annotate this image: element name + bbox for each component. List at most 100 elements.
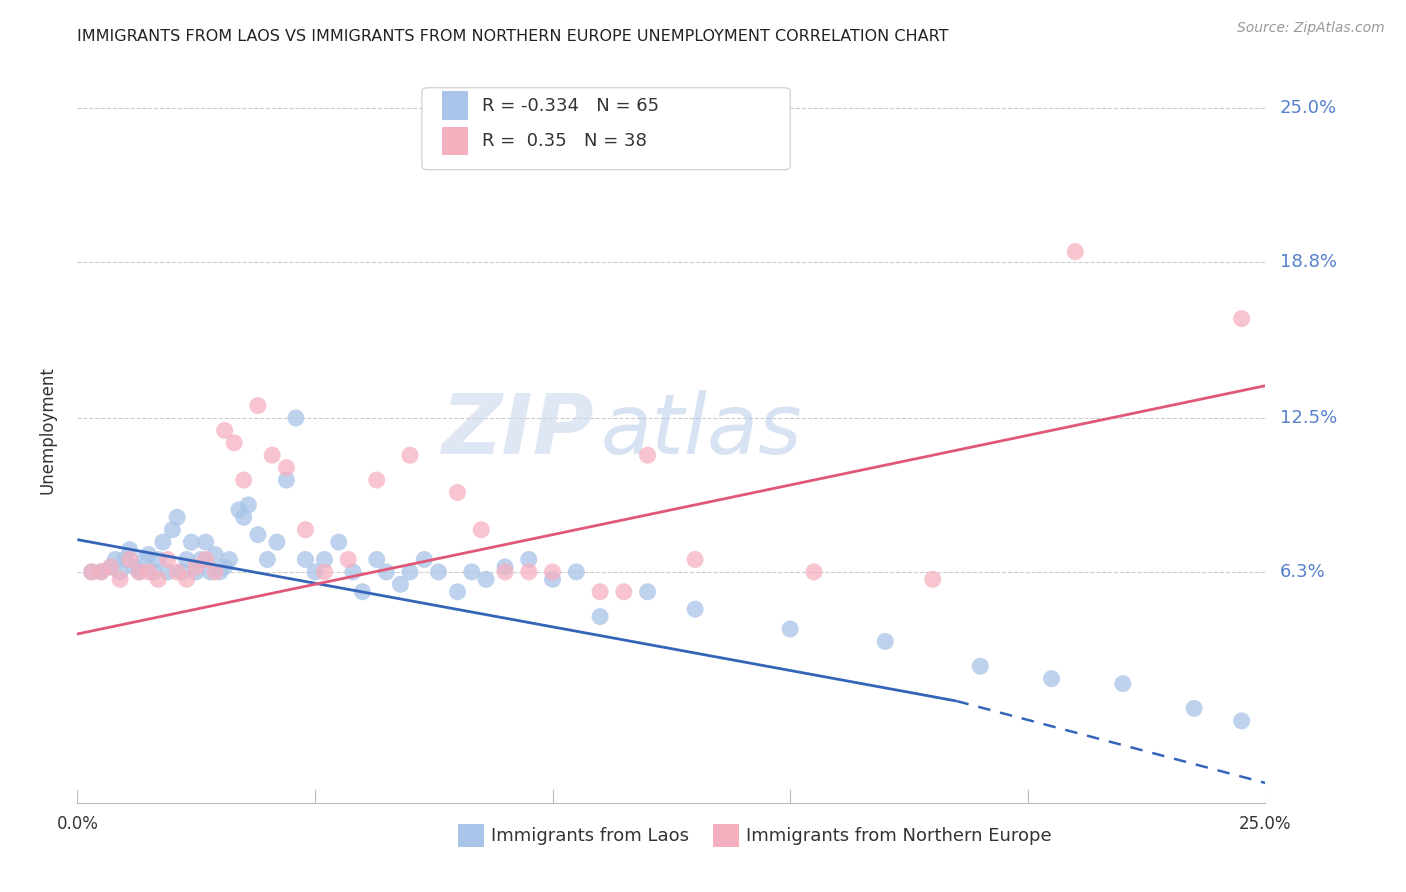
Point <box>124 560 146 574</box>
Point <box>613 584 636 599</box>
Point <box>427 565 450 579</box>
Point <box>266 535 288 549</box>
Point <box>224 435 246 450</box>
Point <box>204 548 226 562</box>
Point <box>352 584 374 599</box>
Text: Source: ZipAtlas.com: Source: ZipAtlas.com <box>1237 21 1385 36</box>
FancyBboxPatch shape <box>422 87 790 169</box>
Bar <box>713 823 740 847</box>
Point <box>176 573 198 587</box>
Point <box>328 535 350 549</box>
Point <box>304 565 326 579</box>
Point <box>389 577 412 591</box>
Point <box>118 542 141 557</box>
Text: 0.0%: 0.0% <box>56 815 98 833</box>
Point <box>100 560 122 574</box>
Point <box>446 485 468 500</box>
Point <box>683 552 706 566</box>
Point <box>186 560 208 574</box>
Point <box>176 552 198 566</box>
Point <box>1064 244 1087 259</box>
Text: ZIP: ZIP <box>441 390 595 471</box>
Point <box>208 565 231 579</box>
Point <box>190 552 212 566</box>
Point <box>494 560 516 574</box>
Point <box>446 584 468 599</box>
Point <box>228 503 250 517</box>
Point <box>276 473 298 487</box>
Text: 12.5%: 12.5% <box>1279 409 1337 427</box>
Point <box>589 584 612 599</box>
Point <box>186 565 208 579</box>
Point <box>366 552 388 566</box>
Text: Unemployment: Unemployment <box>38 367 56 494</box>
Point <box>80 565 103 579</box>
Point <box>294 523 316 537</box>
Text: 6.3%: 6.3% <box>1279 563 1326 581</box>
Point <box>262 448 284 462</box>
Point <box>314 565 336 579</box>
Text: 25.0%: 25.0% <box>1279 99 1337 117</box>
Text: Immigrants from Laos: Immigrants from Laos <box>491 827 689 845</box>
Point <box>232 473 254 487</box>
Point <box>104 552 127 566</box>
Point <box>875 634 897 648</box>
Point <box>475 573 498 587</box>
Point <box>969 659 991 673</box>
Text: atlas: atlas <box>600 390 801 471</box>
Text: R =  0.35   N = 38: R = 0.35 N = 38 <box>482 132 647 150</box>
Point <box>366 473 388 487</box>
Point <box>194 535 217 549</box>
Point <box>337 552 360 566</box>
Point <box>246 399 269 413</box>
Point <box>214 424 236 438</box>
Point <box>214 560 236 574</box>
Point <box>314 552 336 566</box>
Point <box>114 552 136 566</box>
Point <box>541 565 564 579</box>
Bar <box>441 92 468 120</box>
Point <box>342 565 364 579</box>
Point <box>80 565 103 579</box>
Point <box>1182 701 1205 715</box>
Point <box>1040 672 1063 686</box>
Point <box>108 565 131 579</box>
Point <box>284 411 307 425</box>
Point <box>246 527 269 541</box>
Point <box>204 565 226 579</box>
Point <box>108 573 131 587</box>
Point <box>200 565 222 579</box>
Point <box>1230 311 1253 326</box>
Point <box>589 609 612 624</box>
Point <box>470 523 492 537</box>
Point <box>921 573 943 587</box>
Point <box>399 565 422 579</box>
Text: R = -0.334   N = 65: R = -0.334 N = 65 <box>482 96 659 115</box>
Point <box>375 565 398 579</box>
Point <box>138 565 160 579</box>
Point <box>170 565 193 579</box>
Point <box>637 584 659 599</box>
Point <box>162 523 184 537</box>
Point <box>180 535 202 549</box>
Point <box>166 565 188 579</box>
Point <box>541 573 564 587</box>
Point <box>156 565 179 579</box>
Point <box>138 548 160 562</box>
Point <box>294 552 316 566</box>
Point <box>166 510 188 524</box>
Text: 18.8%: 18.8% <box>1279 252 1337 270</box>
Point <box>128 565 150 579</box>
Point <box>232 510 254 524</box>
Point <box>1112 676 1135 690</box>
Point <box>146 573 169 587</box>
Point <box>90 565 112 579</box>
Point <box>132 552 155 566</box>
Text: Immigrants from Northern Europe: Immigrants from Northern Europe <box>747 827 1052 845</box>
Point <box>494 565 516 579</box>
Point <box>100 560 122 574</box>
Point <box>118 552 141 566</box>
Point <box>413 552 436 566</box>
Point <box>803 565 825 579</box>
Point <box>90 565 112 579</box>
